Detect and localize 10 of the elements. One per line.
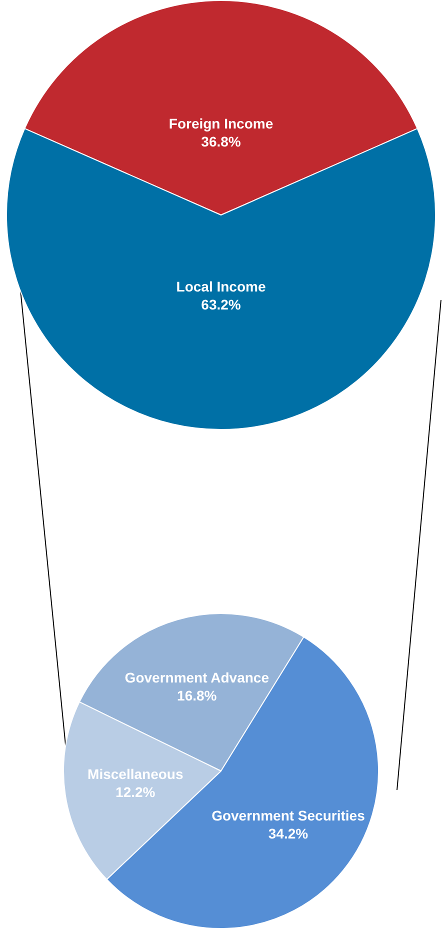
data-label: 34.2% xyxy=(268,825,309,842)
slice-label: Foreign Income xyxy=(168,115,274,132)
slice-label: Miscellaneous xyxy=(88,766,184,782)
data-label: 12.2% xyxy=(116,784,156,800)
data-label: 63.2% xyxy=(201,296,242,312)
slice-label: Local Income xyxy=(176,278,266,294)
slice-label: Government Securities xyxy=(212,807,366,824)
data-label: 36.8% xyxy=(201,133,242,150)
data-label: 16.8% xyxy=(177,688,218,704)
slice-label: Government Advance xyxy=(124,670,270,686)
